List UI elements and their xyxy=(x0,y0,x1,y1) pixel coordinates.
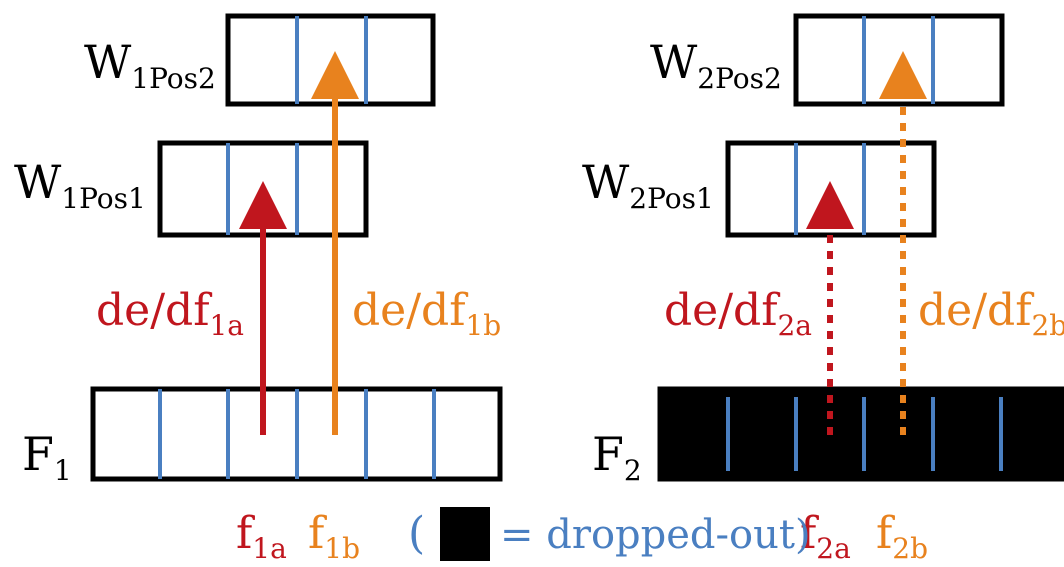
legend-open-paren: ( xyxy=(408,508,425,559)
f1b-label: f1b xyxy=(308,508,360,565)
w1pos1-label: W1Pos1 xyxy=(14,155,146,215)
f1a-label: f1a xyxy=(236,508,287,565)
w2pos2-box xyxy=(793,13,1005,107)
w2pos1-label: W2Pos1 xyxy=(582,155,714,215)
grad-1a-label: de/df1a xyxy=(96,285,244,342)
w1pos2-box xyxy=(225,13,436,107)
f2-box xyxy=(657,386,1064,482)
dropped-out-swatch xyxy=(440,507,490,561)
w2pos2-label: W2Pos2 xyxy=(650,35,782,95)
f2-label: F2 xyxy=(592,427,642,487)
w1pos2-label: W1Pos2 xyxy=(84,35,216,95)
legend-text: = dropped-out) xyxy=(500,512,811,558)
f1-label: F1 xyxy=(22,427,72,487)
f2b-label: f2b xyxy=(876,508,928,565)
grad-2b-label: de/df2b xyxy=(918,285,1064,342)
f1-box xyxy=(90,386,503,482)
f2a-label: f2a xyxy=(800,508,851,565)
grad-2a-label: de/df2a xyxy=(664,285,812,342)
grad-1b-label: de/df1b xyxy=(352,285,501,342)
